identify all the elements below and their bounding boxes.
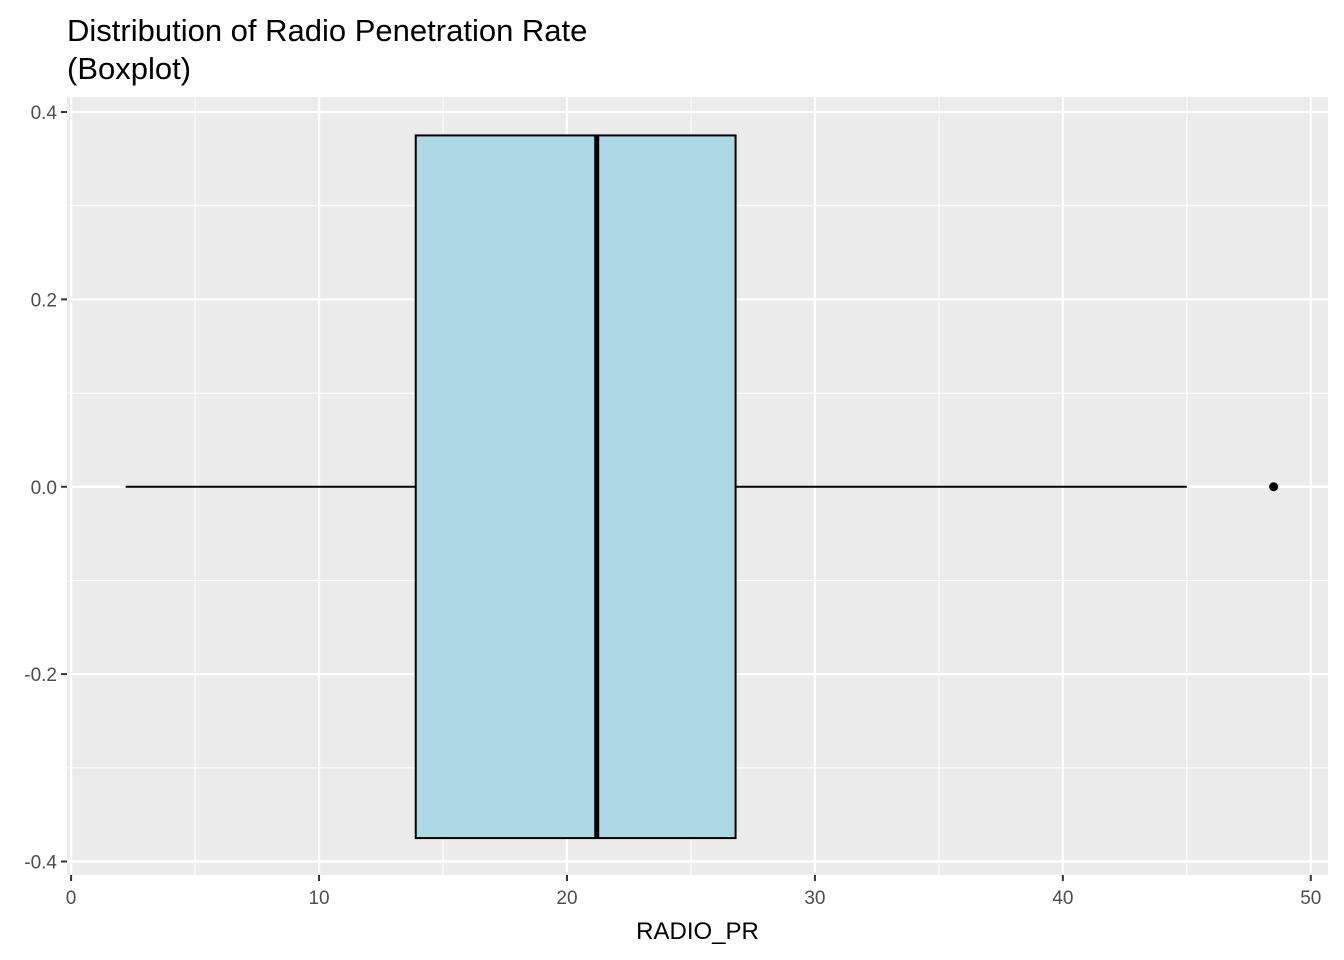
- boxplot: [125, 134, 1279, 840]
- x-axis: 0 10 20 30 40 50: [66, 875, 1321, 909]
- x-tick-label: 40: [1052, 888, 1073, 909]
- x-tick-label: 0: [66, 888, 77, 909]
- box-iqr: [414, 134, 737, 840]
- y-tick-label: 0.4: [31, 103, 58, 124]
- x-tick-label: 10: [308, 888, 329, 909]
- y-tick-label: 0.0: [31, 478, 57, 499]
- y-tick-label: 0.2: [31, 290, 57, 311]
- x-tick-label: 30: [804, 888, 825, 909]
- outlier-point: [1269, 482, 1279, 492]
- y-tick-label: -0.2: [24, 665, 57, 686]
- x-tick-label: 50: [1300, 888, 1321, 909]
- chart-title-line2: (Boxplot): [67, 51, 192, 86]
- chart-title: Distribution of Radio Penetration Rate (…: [67, 12, 587, 88]
- y-tick-label: -0.4: [24, 853, 57, 874]
- x-tick-label: 20: [556, 888, 577, 909]
- y-axis: 0.4 0.2 0.0 -0.2 -0.4: [24, 103, 67, 874]
- chart-title-line1: Distribution of Radio Penetration Rate: [67, 13, 588, 48]
- x-axis-title: RADIO_PR: [636, 918, 759, 945]
